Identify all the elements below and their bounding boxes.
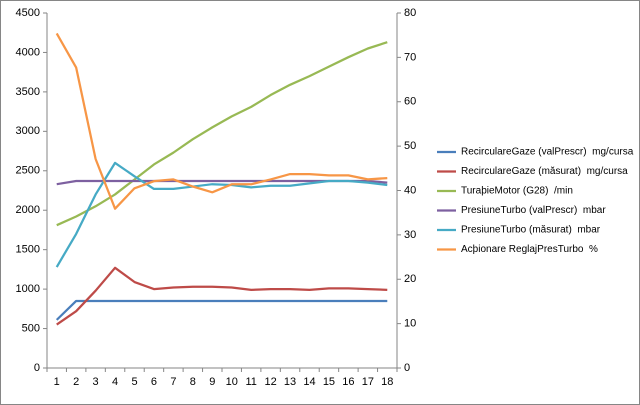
x-tick-label: 6 xyxy=(151,376,157,388)
series-line xyxy=(55,161,388,268)
y2-tick-label: 40 xyxy=(404,184,416,196)
y-tick-label: 2500 xyxy=(16,165,40,177)
x-tick-label: 11 xyxy=(245,376,256,388)
series-line xyxy=(55,32,388,210)
x-tick-label: 8 xyxy=(190,376,196,388)
y2-tick-label: 20 xyxy=(404,273,416,285)
y2-tick-label: 60 xyxy=(404,96,416,108)
y-tick-label: 1500 xyxy=(16,244,40,256)
x-tick-label: 18 xyxy=(381,376,393,388)
legend-label: Acþionare ReglajPresTurbo % xyxy=(461,244,598,255)
x-tick-label: 10 xyxy=(226,376,238,388)
y-tick-label: 3500 xyxy=(16,86,40,98)
x-tick-label: 4 xyxy=(112,376,118,388)
y-tick-label: 0 xyxy=(34,362,40,374)
x-tick-label: 13 xyxy=(284,376,296,388)
y-tick-label: 1000 xyxy=(16,283,40,295)
x-tick-label: 9 xyxy=(209,376,215,388)
x-tick-label: 14 xyxy=(303,376,315,388)
x-tick-label: 5 xyxy=(131,376,137,388)
y2-tick-label: 0 xyxy=(404,362,410,374)
y2-tick-label: 70 xyxy=(404,51,416,63)
legend-label: TuraþieMotor (G28) /min xyxy=(461,186,573,197)
x-tick-label: 3 xyxy=(93,376,99,388)
legend-label: PresiuneTurbo (măsurat) mbar xyxy=(461,225,601,236)
y-tick-label: 4000 xyxy=(16,46,40,58)
series-line xyxy=(56,266,388,326)
y2-tick-label: 30 xyxy=(404,229,416,241)
y2-tick-label: 50 xyxy=(404,140,416,152)
legend-label: RecirculareGaze (valPrescr) mg/cursa xyxy=(461,147,634,158)
y-tick-label: 2000 xyxy=(16,204,40,216)
legend-label: RecirculareGaze (măsurat) mg/cursa xyxy=(461,166,628,177)
series-line xyxy=(55,299,388,321)
y-tick-label: 500 xyxy=(22,322,40,334)
x-tick-label: 17 xyxy=(362,376,374,388)
y-tick-label: 4500 xyxy=(16,7,40,19)
legend-label: PresiuneTurbo (valPrescr) mbar xyxy=(461,205,606,216)
y2-tick-label: 80 xyxy=(404,7,416,19)
y-tick-label: 3000 xyxy=(16,125,40,137)
x-tick-label: 12 xyxy=(264,376,276,388)
x-tick-label: 15 xyxy=(323,376,335,388)
y2-tick-label: 10 xyxy=(404,318,416,330)
x-tick-label: 16 xyxy=(342,376,354,388)
series-line xyxy=(56,41,388,227)
x-tick-label: 1 xyxy=(54,376,60,388)
x-tick-label: 7 xyxy=(170,376,176,388)
x-tick-label: 2 xyxy=(73,376,79,388)
